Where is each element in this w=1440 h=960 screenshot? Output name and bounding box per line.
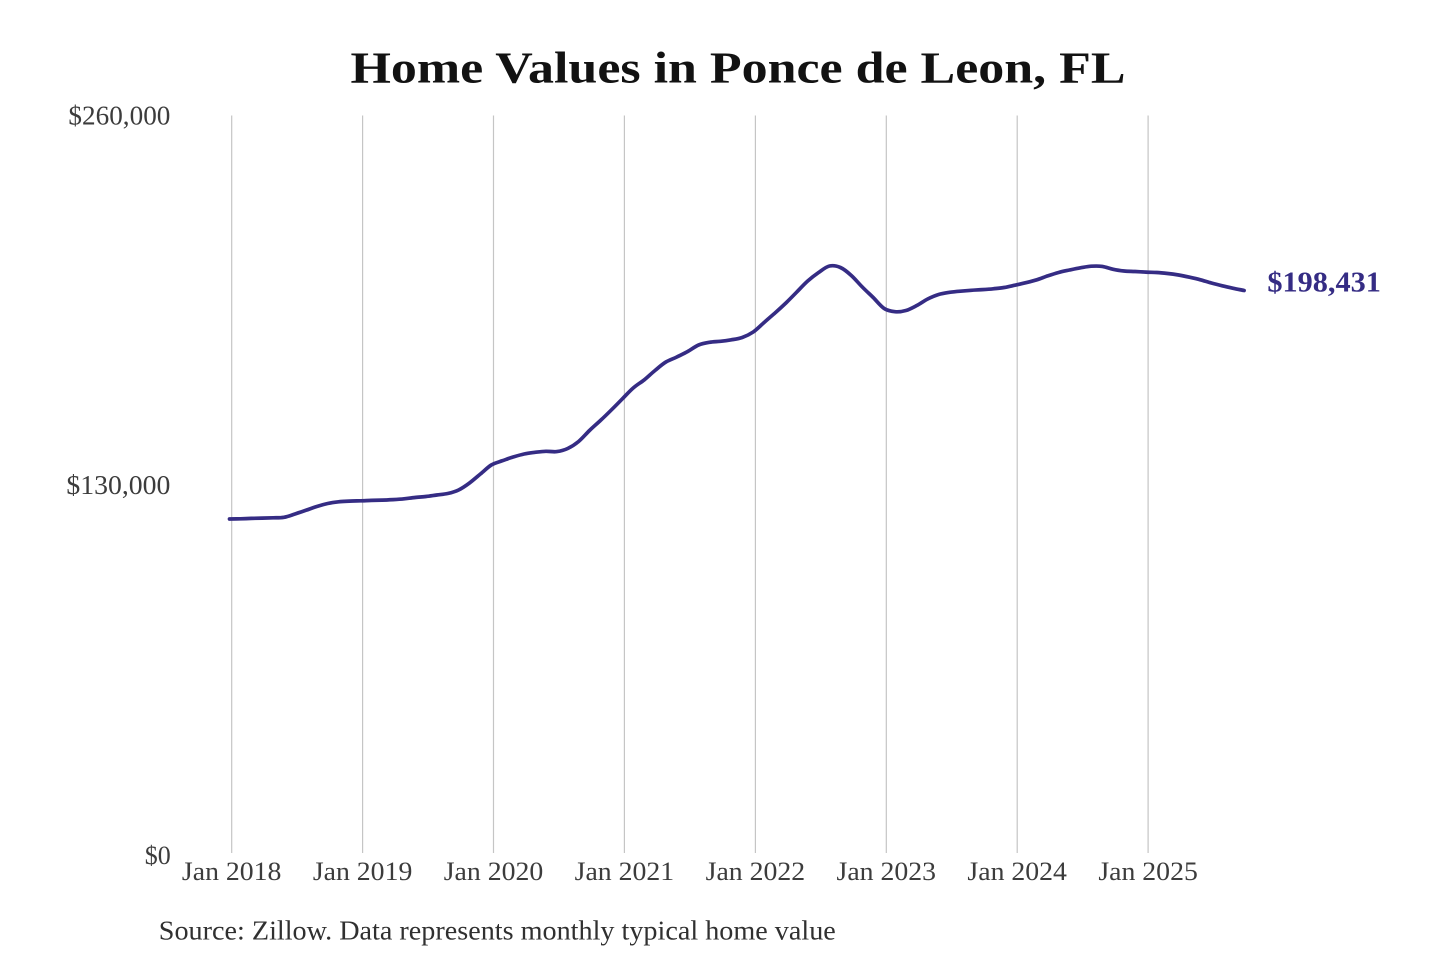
- svg-text:$198,431: $198,431: [1267, 266, 1381, 298]
- svg-text:$130,000: $130,000: [66, 470, 170, 500]
- svg-text:$0: $0: [145, 841, 171, 870]
- svg-text:Jan 2021: Jan 2021: [575, 857, 675, 886]
- svg-text:Jan 2022: Jan 2022: [706, 857, 806, 886]
- svg-text:$260,000: $260,000: [68, 100, 170, 130]
- svg-text:Jan 2024: Jan 2024: [967, 857, 1067, 886]
- svg-text:Jan 2019: Jan 2019: [313, 857, 413, 886]
- svg-text:Source: Zillow. Data represent: Source: Zillow. Data represents monthly …: [159, 916, 836, 946]
- svg-text:Home Values in Ponce de Leon,: Home Values in Ponce de Leon, FL: [351, 43, 1126, 92]
- svg-text:Jan 2025: Jan 2025: [1098, 857, 1198, 886]
- svg-text:Jan 2020: Jan 2020: [444, 857, 544, 886]
- svg-text:Jan 2018: Jan 2018: [182, 857, 282, 886]
- svg-text:Jan 2023: Jan 2023: [837, 857, 937, 886]
